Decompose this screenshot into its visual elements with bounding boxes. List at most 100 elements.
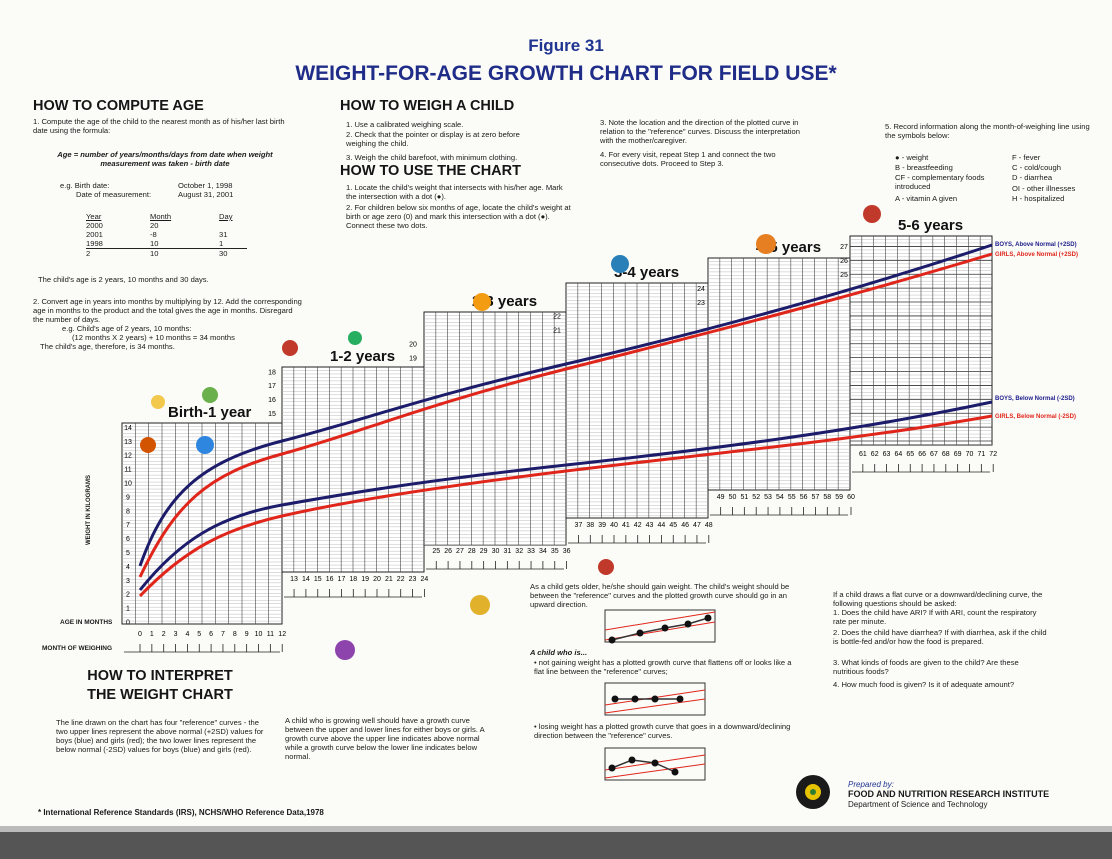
fnri-logo <box>796 775 830 809</box>
example-dots <box>608 614 712 776</box>
x-tick-label: 18 <box>349 576 357 583</box>
x-tick-label: 45 <box>669 522 677 529</box>
child-icon <box>196 436 214 454</box>
x-tick-label: 28 <box>468 548 476 555</box>
list-item: 2. Does the child have diarrhea? If with… <box>833 628 1047 646</box>
x-tick-label: 0 <box>138 631 142 638</box>
boys-upper-curve <box>138 243 993 567</box>
y-tick-label: 23 <box>697 300 705 307</box>
x-tick-label: 7 <box>221 631 225 638</box>
list-item: • not gaining weight has a plotted growt… <box>534 658 792 676</box>
x-tick-label: 50 <box>729 494 737 501</box>
y-tick-label: 3 <box>126 578 130 585</box>
x-tick-label: 26 <box>444 548 452 555</box>
x-tick-label: 36 <box>563 548 571 555</box>
x-tick-label: 70 <box>966 451 974 458</box>
x-tick-label: 20 <box>373 576 381 583</box>
y-tick-label: 13 <box>124 439 132 446</box>
curve-label: BOYS, Below Normal (-2SD) <box>995 396 1075 402</box>
prepared-by: Prepared by: <box>848 780 894 789</box>
x-tick-label: 14 <box>302 576 310 583</box>
x-tick-label: 49 <box>717 494 725 501</box>
symbol: F - fever <box>1012 153 1041 162</box>
x-tick-label: 60 <box>847 494 855 501</box>
x-tick-label: 32 <box>515 548 523 555</box>
x-tick-label: 69 <box>954 451 962 458</box>
table-cell: 10 <box>150 239 219 249</box>
x-tick-label: 55 <box>788 494 796 501</box>
x-tick-label: 63 <box>883 451 891 458</box>
x-tick-label: 27 <box>456 548 464 555</box>
y-tick-label: 18 <box>268 369 276 376</box>
x-tick-label: 51 <box>740 494 748 501</box>
list-item: 5. Record information along the month-of… <box>885 122 1090 140</box>
paragraph: A child who is growing well should have … <box>285 716 485 761</box>
y-tick-label: 1 <box>126 606 130 613</box>
symbol: H - hospitalized <box>1012 194 1065 203</box>
x-tick-label: 68 <box>942 451 950 458</box>
y-tick-label: 19 <box>409 355 417 362</box>
table-cell: 2000 <box>86 221 103 230</box>
paragraph: A child who is... <box>530 648 588 657</box>
x-tick-label: 5 <box>197 631 201 638</box>
child-icon <box>470 595 490 615</box>
x-tick-label: 42 <box>634 522 642 529</box>
y-tick-label: 22 <box>553 314 561 321</box>
section-heading: HOW TO WEIGH A CHILD <box>340 98 515 114</box>
scan-edge <box>0 832 1112 859</box>
list-item: 1. Locate the child's weight that inters… <box>346 183 563 201</box>
x-tick-label: 38 <box>586 522 594 529</box>
y-tick-label: 12 <box>124 453 132 460</box>
x-tick-label: 43 <box>646 522 654 529</box>
symbol: ● - weight <box>895 153 929 162</box>
x-tick-label: 48 <box>705 522 713 529</box>
y-tick-label: 9 <box>126 494 130 501</box>
paragraph: The child's age, therefore, is 34 months… <box>40 342 175 351</box>
x-tick-label: 34 <box>539 548 547 555</box>
example-reference <box>604 611 716 641</box>
x-tick-label: 35 <box>551 548 559 555</box>
x-tick-label: 37 <box>575 522 583 529</box>
list-item: 2. For children below six months of age,… <box>346 203 571 230</box>
label: e.g. Birth date: <box>60 181 110 190</box>
x-tick-label: 21 <box>385 576 393 583</box>
x-tick-label: 19 <box>361 576 369 583</box>
table-cell: 2001 <box>86 230 103 239</box>
x-tick-label: 17 <box>338 576 346 583</box>
x-tick-label: 3 <box>174 631 178 638</box>
curve-label: GIRLS, Below Normal (-2SD) <box>995 414 1077 420</box>
paragraph: (12 months X 2 years) + 10 months = 34 m… <box>72 333 235 342</box>
x-tick-label: 71 <box>977 451 985 458</box>
x-tick-label: 53 <box>764 494 772 501</box>
symbol: B - breastfeeding <box>895 163 953 172</box>
child-icon <box>473 293 491 311</box>
symbol: C - cold/cough <box>1012 163 1061 172</box>
table-cell: 2 <box>86 249 91 258</box>
example-growth <box>611 759 676 773</box>
list-item: • losing weight has a plotted growth cur… <box>534 722 791 740</box>
y-tick-label: 24 <box>697 286 705 293</box>
list-item: 3. Weigh the child barefoot, with minimu… <box>346 153 518 162</box>
y-tick-label: 21 <box>553 328 561 335</box>
table-cell: 10 <box>150 249 159 258</box>
y-tick-label: 16 <box>268 397 276 404</box>
x-tick-label: 59 <box>835 494 843 501</box>
panel-title: 5-6 years <box>898 217 963 234</box>
scan-edge <box>0 826 1112 832</box>
y-tick-label: 2 <box>126 592 130 599</box>
formula: Age = number of years/months/days from d… <box>57 150 273 168</box>
x-tick-label: 29 <box>480 548 488 555</box>
y-tick-label: 25 <box>840 272 848 279</box>
x-tick-label: 52 <box>752 494 760 501</box>
x-tick-label: 72 <box>989 451 997 458</box>
table-cell: 31 <box>219 230 228 239</box>
list-item: 4. How much food is given? Is it of adeq… <box>833 680 1015 689</box>
section-heading: HOW TO COMPUTE AGE <box>33 98 204 114</box>
example-graph <box>604 609 716 643</box>
x-tick-label: 13 <box>290 576 298 583</box>
department: Department of Science and Technology <box>848 800 988 809</box>
age-table: Year Month Day 2000 20 2001 -8 31 1998 10 1 2 10… <box>86 212 247 258</box>
child-icon <box>140 437 156 453</box>
y-tick-label: 15 <box>268 411 276 418</box>
